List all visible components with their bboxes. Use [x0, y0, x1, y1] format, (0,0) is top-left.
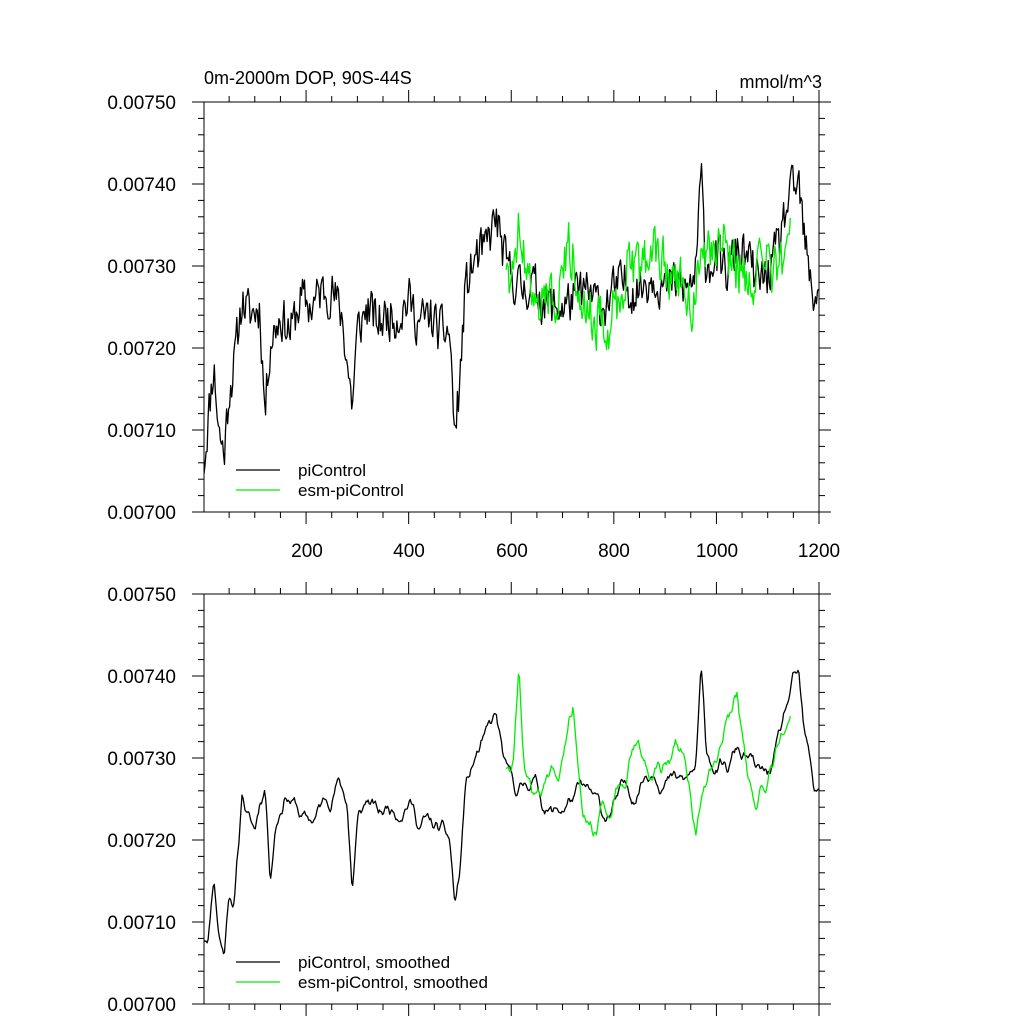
bottom-legend-label-esm-picontrol-smoothed: esm-piControl, smoothed: [298, 973, 488, 992]
top-y-tick-labels: 0.00750 0.00740 0.00730 0.00720 0.00710 …: [107, 93, 176, 524]
top-y-tick-label: 0.00750: [107, 93, 176, 114]
bottom-legend: piControl, smoothed esm-piControl, smoot…: [236, 953, 488, 992]
top-y-tick-label: 0.00730: [107, 257, 176, 278]
top-y-tick-label: 0.00740: [107, 175, 176, 196]
top-y-tick-label: 0.00700: [107, 503, 176, 524]
bottom-y-tick-labels: 0.00750 0.00740 0.00730 0.00720 0.00710 …: [107, 585, 176, 1016]
top-series-line-esm-picontrol: [505, 212, 791, 351]
top-panel: 0m-2000m DOP, 90S-44S mmol/m^3 0.00750 0…: [107, 68, 840, 562]
top-x-tick-label: 800: [598, 541, 630, 562]
top-plot-area: [204, 163, 819, 474]
top-y-tick-label: 0.00720: [107, 339, 176, 360]
top-legend: piControl esm-piControl: [236, 461, 404, 500]
bottom-y-tick-label: 0.00720: [107, 831, 176, 852]
top-units-label: mmol/m^3: [740, 72, 822, 92]
top-x-tick-label: 200: [291, 541, 323, 562]
bottom-y-tick-label: 0.00700: [107, 995, 176, 1016]
bottom-series-line-picontrol-smoothed: [204, 669, 819, 955]
bottom-legend-label-picontrol-smoothed: piControl, smoothed: [298, 953, 450, 972]
top-legend-label-esm-picontrol: esm-piControl: [298, 481, 404, 500]
bottom-y-tick-label: 0.00730: [107, 749, 176, 770]
bottom-y-tick-label: 0.00740: [107, 667, 176, 688]
bottom-plot-area: [204, 669, 819, 955]
bottom-y-tick-label: 0.00750: [107, 585, 176, 606]
top-x-tick-label: 1000: [696, 541, 738, 562]
top-x-tick-labels: 200 400 600 800 1000 1200: [291, 541, 840, 562]
top-chart-title: 0m-2000m DOP, 90S-44S: [204, 68, 412, 88]
top-x-tick-label: 400: [393, 541, 425, 562]
top-y-tick-label: 0.00710: [107, 421, 176, 442]
bottom-y-tick-label: 0.00710: [107, 913, 176, 934]
bottom-panel: 0.00750 0.00740 0.00730 0.00720 0.00710 …: [107, 582, 831, 1016]
top-x-tick-label: 1200: [798, 541, 840, 562]
bottom-axis-ticks: [192, 582, 831, 1016]
bottom-series-line-esm-picontrol-smoothed: [505, 673, 791, 837]
top-legend-label-picontrol: piControl: [298, 461, 366, 480]
top-axis-ticks: [192, 90, 831, 524]
top-x-tick-label: 600: [496, 541, 528, 562]
